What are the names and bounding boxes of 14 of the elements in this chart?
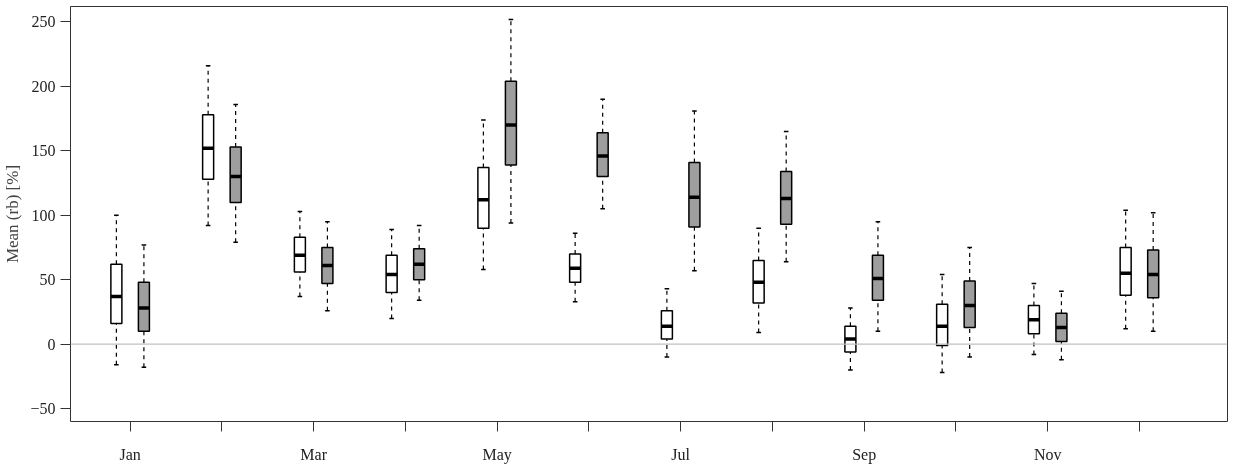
x-tick-label: Mar bbox=[300, 445, 328, 463]
y-tick-label: 100 bbox=[31, 206, 56, 224]
y-tick-label: 0 bbox=[47, 335, 56, 353]
y-tick-label: 150 bbox=[31, 142, 56, 160]
x-tick-label: Jan bbox=[119, 445, 141, 463]
y-axis-title: Mean (rb) [%] bbox=[3, 164, 23, 264]
y-tick-label: 250 bbox=[31, 13, 56, 31]
y-tick-label: 200 bbox=[31, 77, 56, 95]
y-tick-label: 50 bbox=[39, 271, 56, 289]
x-tick-label: Jul bbox=[671, 445, 691, 463]
x-tick-label: May bbox=[482, 445, 512, 464]
x-tick-label: Sep bbox=[852, 445, 877, 464]
x-tick-label: Nov bbox=[1033, 445, 1062, 463]
y-tick-label: −50 bbox=[30, 400, 56, 418]
